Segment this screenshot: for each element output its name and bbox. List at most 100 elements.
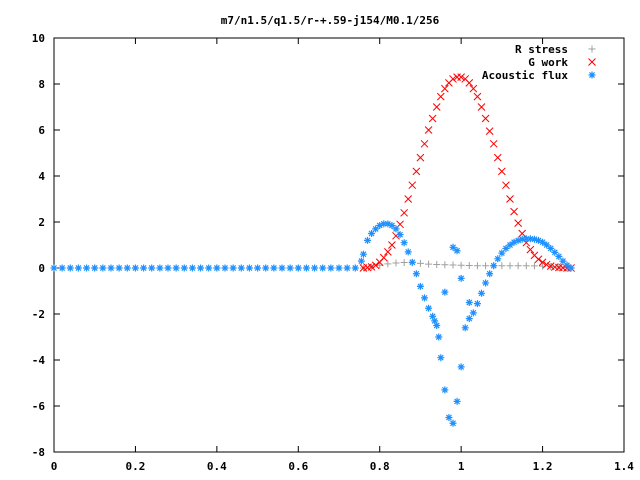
- data-point: [384, 220, 392, 228]
- data-point: [457, 274, 465, 282]
- x-tick-label: 0: [51, 460, 58, 473]
- plot-frame: [53, 37, 625, 453]
- data-point: [416, 259, 424, 267]
- data-point: [555, 253, 563, 260]
- data-point: [543, 241, 551, 249]
- y-tick-label: -8: [32, 446, 45, 459]
- data-point: [441, 84, 449, 93]
- data-point: [416, 282, 424, 290]
- data-point: [506, 241, 514, 249]
- data-point: [485, 127, 494, 136]
- data-point: [371, 261, 380, 270]
- data-point: [229, 264, 237, 272]
- data-point: [526, 245, 535, 254]
- data-point: [254, 264, 262, 272]
- x-tick-label: 0.4: [207, 460, 227, 473]
- data-point: [213, 264, 221, 272]
- data-point: [245, 264, 253, 272]
- data-point: [445, 414, 453, 421]
- data-point: [74, 264, 82, 272]
- data-point: [534, 255, 543, 264]
- data-point: [433, 322, 441, 329]
- x-tick-label: 0.2: [125, 460, 145, 473]
- data-point: [425, 260, 433, 268]
- data-point: [490, 262, 498, 270]
- data-point: [441, 386, 449, 394]
- data-point: [425, 304, 433, 312]
- data-point: [380, 220, 388, 228]
- data-point: [404, 248, 412, 256]
- y-tick-label: -6: [32, 400, 46, 413]
- data-point: [156, 264, 164, 272]
- legend-marker: [588, 71, 596, 79]
- x-tick-label: 0.6: [288, 460, 308, 473]
- data-point: [449, 261, 457, 269]
- data-point: [388, 241, 396, 249]
- data-point: [539, 238, 547, 246]
- data-point: [91, 264, 99, 272]
- data-point: [197, 264, 205, 272]
- data-point: [429, 312, 437, 320]
- x-tick-label: 1.2: [533, 460, 553, 473]
- data-point: [551, 248, 559, 256]
- data-point: [384, 260, 392, 268]
- data-point: [465, 78, 474, 87]
- data-point: [311, 264, 319, 272]
- data-point: [428, 114, 437, 123]
- data-point: [510, 207, 518, 216]
- data-point: [522, 235, 530, 243]
- data-point: [535, 236, 542, 244]
- data-point: [538, 258, 547, 267]
- y-tick-label: -2: [32, 308, 45, 321]
- data-point: [58, 264, 66, 272]
- legend-label: Acoustic flux: [482, 69, 568, 82]
- data-point: [473, 92, 482, 101]
- data-point: [457, 73, 465, 81]
- data-point: [237, 264, 245, 272]
- data-point: [270, 264, 278, 272]
- data-point: [542, 260, 551, 269]
- data-point: [453, 397, 461, 405]
- data-point: [400, 239, 408, 247]
- data-point: [506, 195, 514, 203]
- data-point: [522, 262, 530, 270]
- data-point: [376, 221, 384, 229]
- data-point: [457, 363, 465, 371]
- data-point: [379, 253, 388, 262]
- data-point: [473, 300, 481, 308]
- data-point: [286, 264, 294, 272]
- data-point: [526, 235, 534, 243]
- data-point: [469, 309, 477, 317]
- chart-title: m7/n1.5/q1.5/r-+.59-j154/M0.1/256: [221, 14, 440, 27]
- data-point: [302, 264, 310, 272]
- data-point: [469, 84, 478, 93]
- data-point: [461, 324, 469, 332]
- data-point: [400, 208, 408, 217]
- data-point: [449, 419, 457, 427]
- data-point: [50, 264, 58, 272]
- y-tick-label: 6: [38, 124, 45, 137]
- x-tick-label: 1.4: [614, 460, 634, 473]
- data-point: [367, 262, 376, 271]
- x-tick-label: 1: [458, 460, 465, 473]
- data-point: [396, 231, 404, 239]
- data-point: [164, 264, 172, 272]
- data-point: [453, 247, 461, 255]
- data-point: [278, 264, 286, 272]
- data-point: [486, 270, 494, 278]
- data-point: [335, 264, 343, 272]
- data-point: [498, 167, 506, 176]
- data-point: [514, 262, 522, 270]
- data-point: [400, 258, 408, 266]
- data-point: [359, 250, 367, 258]
- data-point: [188, 264, 196, 272]
- data-point: [421, 294, 428, 302]
- data-point: [436, 92, 445, 101]
- data-point: [457, 261, 465, 269]
- data-point: [343, 264, 351, 272]
- legend-label: R stress: [515, 43, 568, 56]
- marks: [50, 73, 575, 427]
- data-point: [465, 299, 473, 306]
- data-point: [131, 264, 139, 272]
